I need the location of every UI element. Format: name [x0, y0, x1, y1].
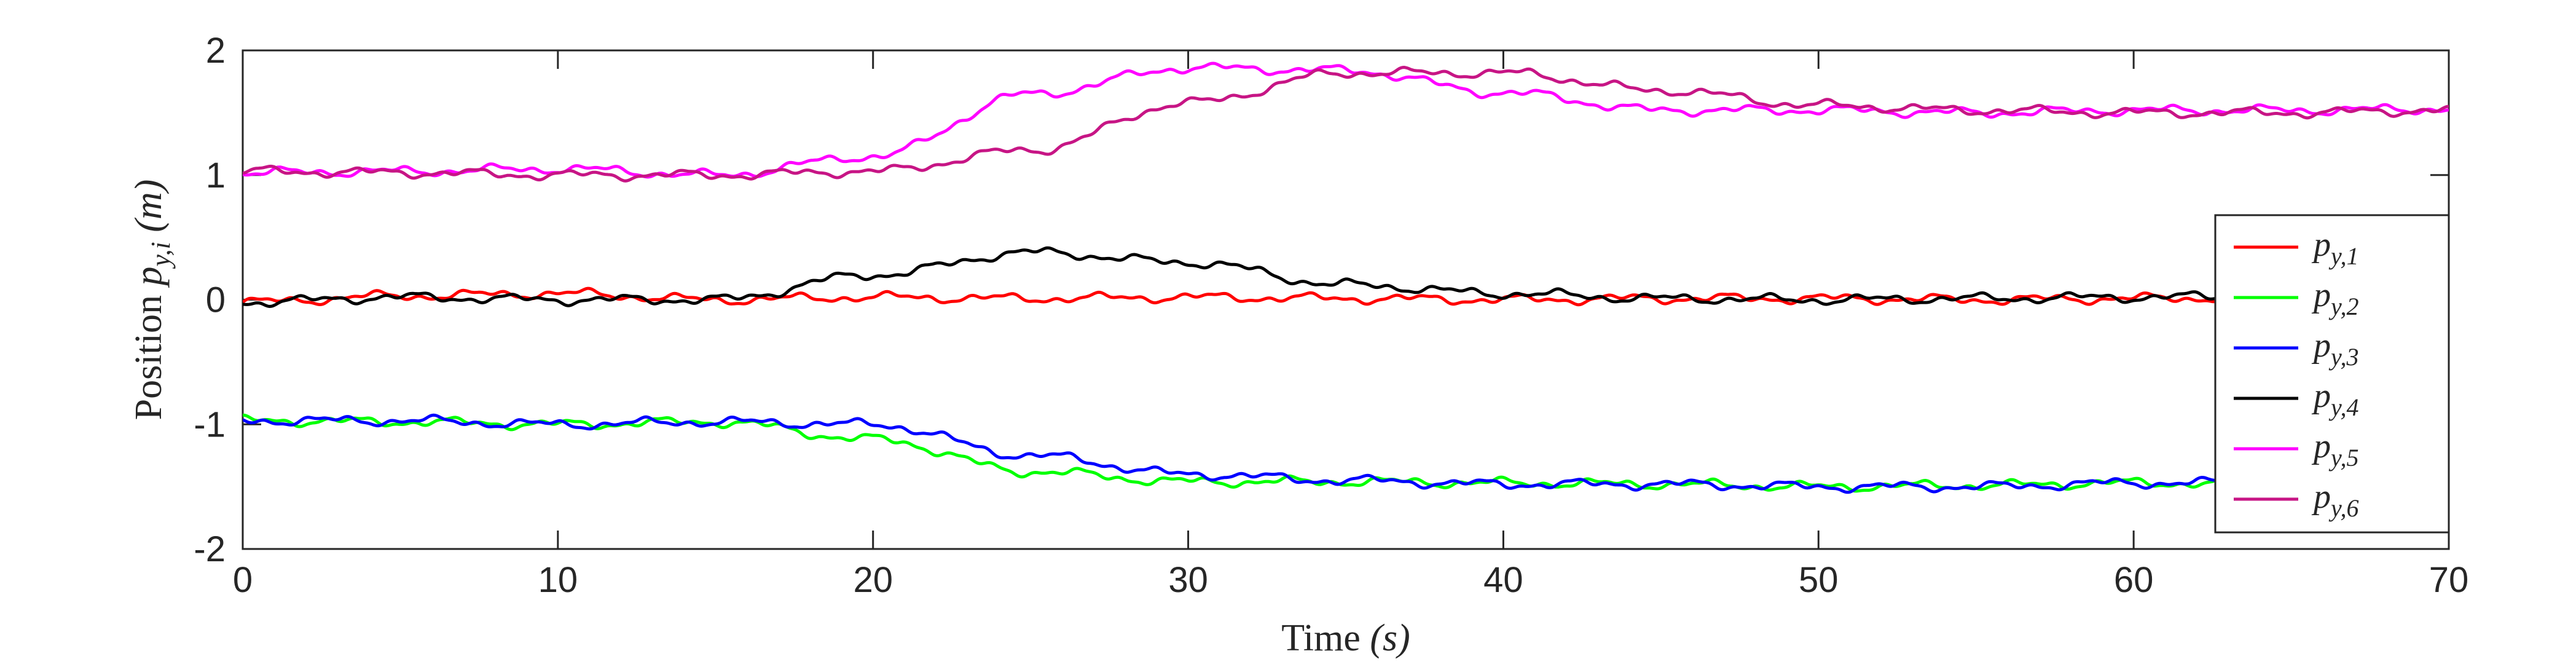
- x-tick-label: 20: [853, 560, 893, 600]
- x-tick-label: 50: [1799, 560, 1839, 600]
- series-line-y-5: [243, 61, 2449, 179]
- y-tick-label: 2: [206, 31, 226, 71]
- x-axis-label: Time (s): [1281, 617, 1410, 659]
- x-tick-label: 60: [2114, 560, 2154, 600]
- x-tick-label: 10: [538, 560, 578, 600]
- x-tick-label: 40: [1483, 560, 1523, 600]
- legend-label: py,2: [2311, 276, 2359, 320]
- y-tick-label: -1: [194, 405, 226, 444]
- y-tick-label: 1: [206, 156, 226, 195]
- y-tick-label: 0: [206, 280, 226, 320]
- legend-label: py,4: [2311, 377, 2359, 421]
- legend-box: [2214, 214, 2450, 534]
- legend-label: py,6: [2311, 478, 2359, 522]
- legend-label: py,3: [2311, 326, 2359, 371]
- x-tick-label: 70: [2429, 560, 2469, 600]
- legend-label: py,1: [2311, 226, 2359, 270]
- y-tick-label: -2: [194, 529, 226, 569]
- x-tick-label: 30: [1168, 560, 1208, 600]
- x-tick-label: 0: [233, 560, 253, 600]
- series-line-y-1: [243, 286, 2449, 307]
- legend-label: py,5: [2311, 427, 2359, 472]
- series-line-y-4: [243, 246, 2449, 309]
- series-line-y-3: [243, 413, 2449, 494]
- series-line-y-6: [243, 65, 2449, 183]
- y-axis-label: Position py,i (m): [128, 180, 176, 420]
